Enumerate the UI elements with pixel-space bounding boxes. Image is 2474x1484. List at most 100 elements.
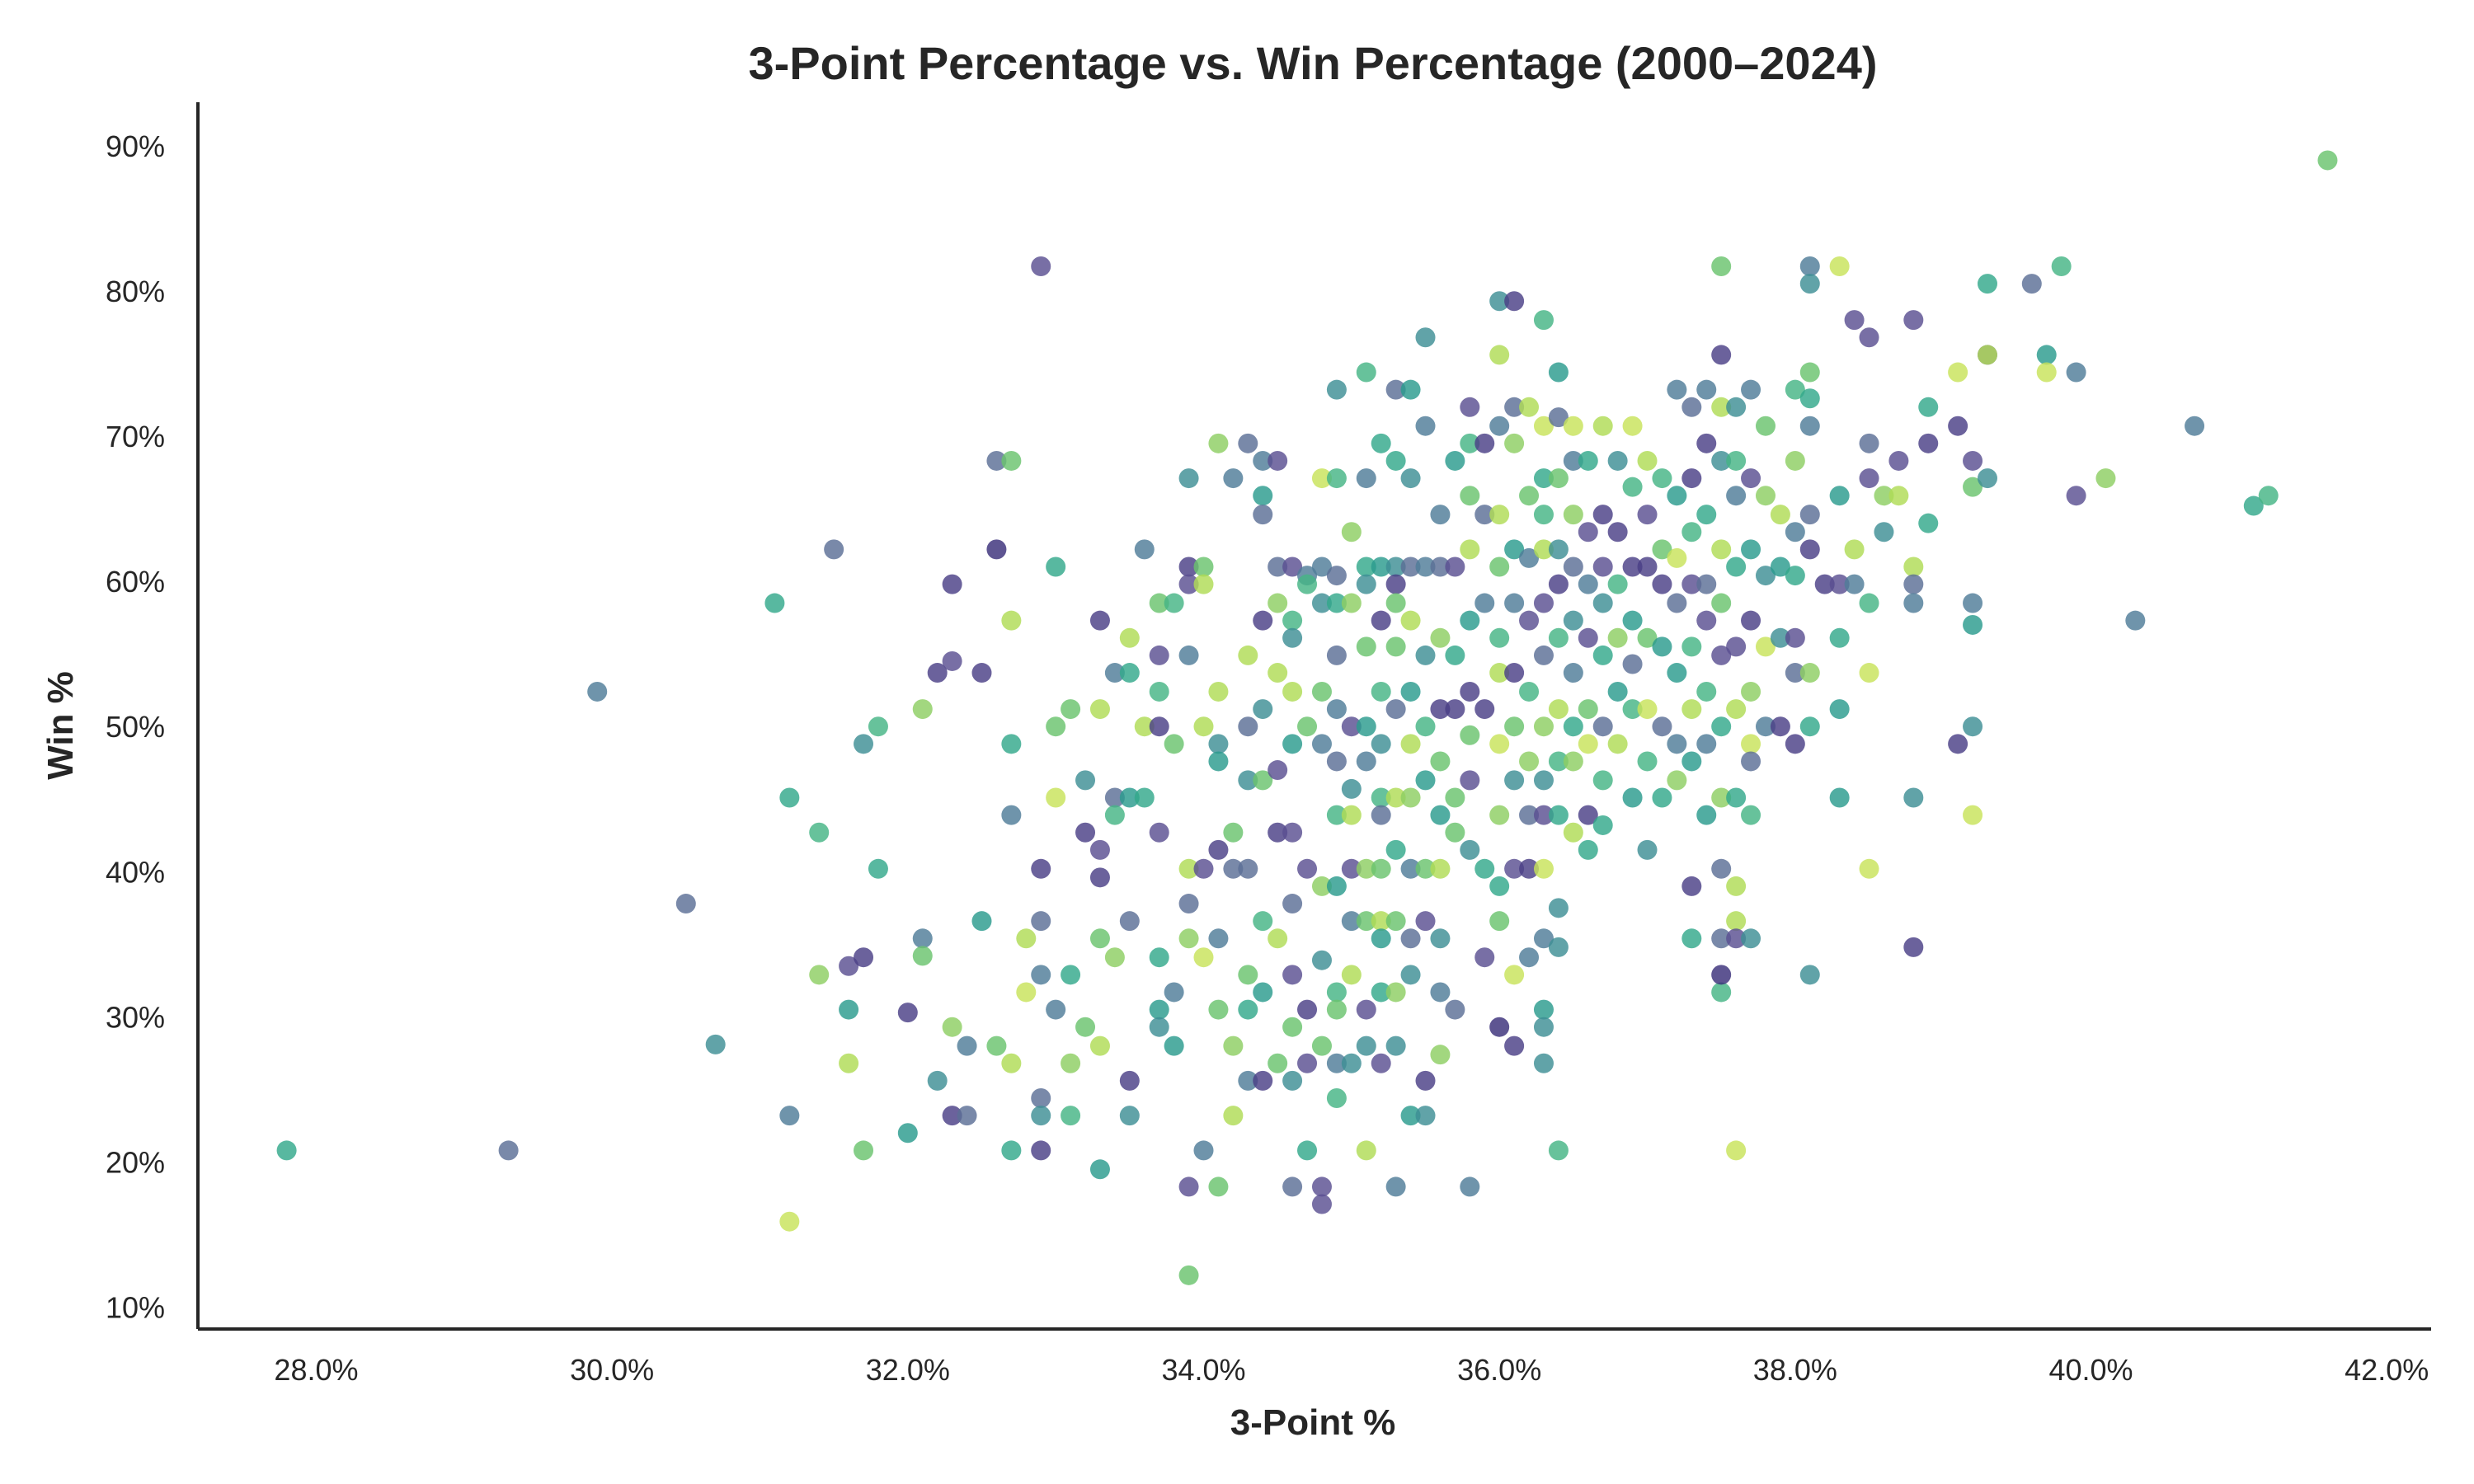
scatter-point bbox=[1533, 805, 1554, 825]
scatter-point bbox=[1519, 858, 1540, 879]
scatter-point bbox=[1149, 822, 1169, 843]
scatter-point bbox=[2021, 274, 2042, 294]
scatter-point bbox=[1430, 556, 1451, 577]
scatter-point bbox=[1415, 416, 1436, 436]
scatter-point bbox=[1460, 1176, 1480, 1197]
scatter-point bbox=[764, 593, 785, 613]
scatter-point bbox=[1178, 894, 1199, 914]
scatter-point bbox=[1089, 1159, 1110, 1180]
scatter-point bbox=[1799, 256, 1820, 276]
scatter-point bbox=[1430, 627, 1451, 648]
scatter-point bbox=[1341, 965, 1362, 985]
scatter-point bbox=[1371, 805, 1391, 825]
scatter-point bbox=[1578, 627, 1598, 648]
scatter-point bbox=[1149, 716, 1169, 737]
scatter-point bbox=[809, 822, 830, 843]
scatter-point bbox=[1607, 574, 1628, 594]
scatter-point bbox=[1371, 911, 1391, 932]
scatter-point bbox=[1460, 681, 1480, 702]
scatter-point bbox=[498, 1140, 519, 1161]
scatter-point bbox=[1548, 574, 1569, 594]
scatter-point bbox=[1711, 645, 1732, 665]
scatter-point bbox=[1667, 379, 1687, 400]
scatter-point bbox=[1046, 787, 1066, 808]
scatter-point bbox=[1504, 663, 1525, 683]
scatter-point bbox=[1253, 982, 1273, 1003]
scatter-point bbox=[1903, 556, 1924, 577]
scatter-point bbox=[1622, 699, 1643, 720]
scatter-point bbox=[1711, 928, 1732, 949]
scatter-point bbox=[1770, 505, 1790, 525]
scatter-point bbox=[1311, 734, 1332, 754]
scatter-point bbox=[1504, 1036, 1525, 1056]
scatter-point bbox=[1741, 734, 1761, 754]
scatter-point bbox=[1430, 751, 1451, 772]
scatter-point bbox=[1341, 805, 1362, 825]
scatter-point bbox=[1489, 416, 1510, 436]
scatter-point bbox=[1371, 982, 1391, 1003]
scatter-point bbox=[1519, 947, 1540, 968]
scatter-point bbox=[1607, 627, 1628, 648]
scatter-point bbox=[1711, 982, 1732, 1003]
scatter-point bbox=[1489, 291, 1510, 312]
scatter-point bbox=[1563, 505, 1583, 525]
scatter-point bbox=[1326, 699, 1347, 720]
scatter-point bbox=[957, 1036, 977, 1056]
scatter-point bbox=[1031, 1088, 1051, 1109]
scatter-point bbox=[868, 716, 888, 737]
scatter-point bbox=[1785, 627, 1805, 648]
scatter-point bbox=[1711, 965, 1732, 985]
scatter-point bbox=[1592, 556, 1613, 577]
scatter-point bbox=[1874, 522, 1894, 542]
scatter-point bbox=[1844, 574, 1865, 594]
scatter-point bbox=[1031, 858, 1051, 879]
scatter-point bbox=[1104, 663, 1125, 683]
scatter-point bbox=[1046, 556, 1066, 577]
scatter-point bbox=[1711, 450, 1732, 471]
scatter-point bbox=[1415, 556, 1436, 577]
scatter-point bbox=[1282, 610, 1303, 631]
scatter-point bbox=[1785, 663, 1805, 683]
scatter-point bbox=[1356, 999, 1376, 1020]
scatter-point bbox=[1504, 770, 1525, 791]
scatter-point bbox=[1489, 505, 1510, 525]
scatter-point bbox=[1888, 486, 1909, 506]
scatter-point bbox=[1475, 699, 1495, 720]
scatter-point bbox=[897, 1123, 918, 1144]
scatter-point bbox=[1519, 681, 1540, 702]
scatter-point bbox=[1799, 539, 1820, 560]
scatter-point bbox=[2066, 486, 2086, 506]
scatter-point bbox=[1563, 416, 1583, 436]
scatter-point bbox=[1903, 574, 1924, 594]
scatter-point bbox=[1741, 681, 1761, 702]
scatter-point bbox=[1726, 636, 1747, 657]
scatter-point bbox=[1489, 556, 1510, 577]
scatter-point bbox=[1268, 1053, 1288, 1073]
scatter-point bbox=[1533, 645, 1554, 665]
scatter-point bbox=[1415, 327, 1436, 348]
scatter-point bbox=[942, 1106, 962, 1126]
scatter-point bbox=[1578, 839, 1598, 860]
scatter-point bbox=[705, 1034, 726, 1054]
scatter-point bbox=[1430, 858, 1451, 879]
scatter-point bbox=[1726, 486, 1747, 506]
scatter-point bbox=[986, 539, 1007, 560]
scatter-point bbox=[1637, 505, 1658, 525]
scatter-point bbox=[868, 858, 888, 879]
scatter-point bbox=[1031, 965, 1051, 985]
scatter-point bbox=[1415, 858, 1436, 879]
scatter-point bbox=[1178, 1176, 1199, 1197]
scatter-point bbox=[1445, 822, 1465, 843]
scatter-point bbox=[675, 894, 696, 914]
scatter-point bbox=[809, 965, 830, 985]
scatter-point bbox=[971, 663, 992, 683]
scatter-point bbox=[1548, 468, 1569, 489]
scatter-point bbox=[1681, 636, 1702, 657]
scatter-point bbox=[1075, 770, 1096, 791]
scatter-point bbox=[1445, 999, 1465, 1020]
scatter-point bbox=[1785, 734, 1805, 754]
scatter-point bbox=[1075, 1017, 1096, 1037]
scatter-point bbox=[1533, 593, 1554, 613]
scatter-point bbox=[1726, 1140, 1747, 1161]
scatter-point bbox=[1829, 574, 1850, 594]
